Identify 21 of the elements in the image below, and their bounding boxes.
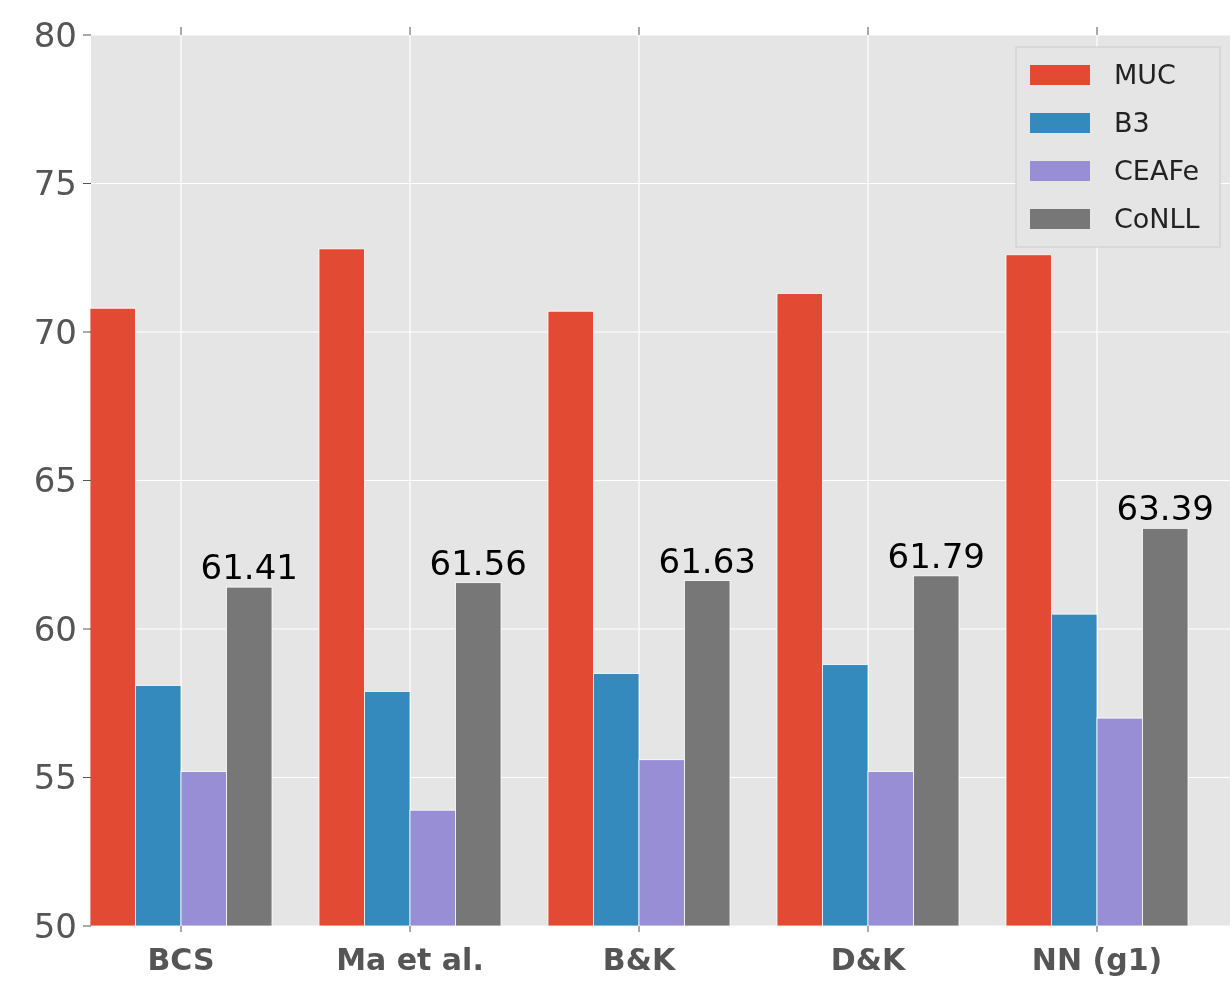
y-tick-label: 55 [33, 757, 77, 798]
legend-label: MUC [1114, 59, 1176, 91]
data-label: 61.56 [429, 542, 527, 583]
legend-label: CoNLL [1114, 203, 1200, 235]
y-tick-label: 80 [33, 14, 77, 55]
legend-label: B3 [1114, 107, 1150, 139]
data-label: 61.41 [200, 547, 298, 588]
data-label: 63.39 [1116, 488, 1214, 529]
x-tick-label: BCS [147, 942, 215, 977]
x-tick-label: NN (g1) [1031, 942, 1163, 977]
legend-label: CEAFe [1114, 155, 1200, 187]
y-tick-label: 70 [33, 311, 77, 352]
y-tick-label: 65 [33, 460, 77, 501]
x-tick-label: B&K [602, 942, 677, 977]
data-label: 61.79 [887, 535, 985, 576]
data-label: 61.63 [658, 540, 756, 581]
y-tick-label: 75 [33, 163, 77, 204]
x-tick-label: D&K [830, 942, 907, 977]
x-tick-label: Ma et al. [336, 942, 484, 977]
y-tick-label: 60 [33, 608, 77, 649]
y-tick-label: 50 [33, 905, 77, 946]
